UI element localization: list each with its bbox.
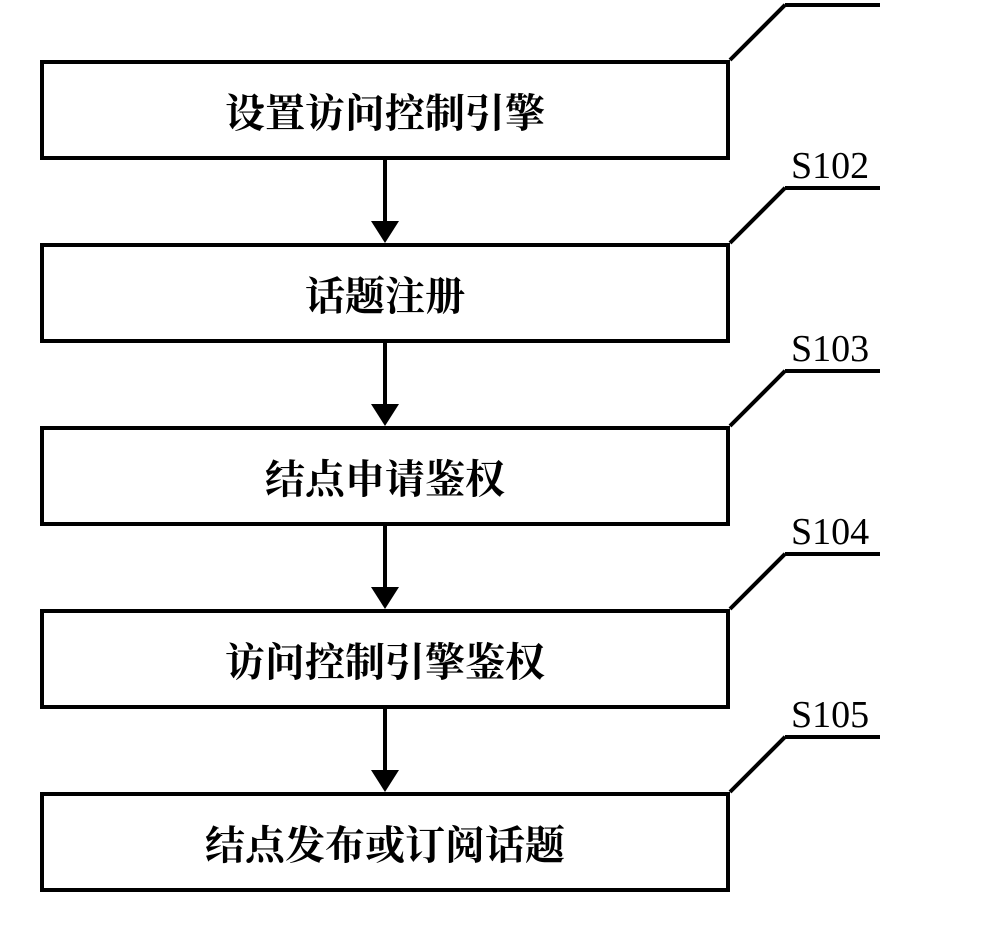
flow-node-text: 结点申请鉴权 bbox=[265, 448, 505, 505]
callout-label: S105 bbox=[791, 693, 869, 737]
callout-text: S101 bbox=[791, 0, 869, 4]
flow-arrow-line bbox=[383, 709, 387, 770]
callout-label: S102 bbox=[791, 144, 869, 188]
flow-arrow-line bbox=[383, 343, 387, 404]
callout-label: S101 bbox=[791, 0, 869, 5]
flow-node-text: 话题注册 bbox=[305, 265, 465, 322]
callout-diag bbox=[729, 370, 787, 428]
flow-node: 结点申请鉴权 bbox=[40, 426, 730, 526]
flow-node-text: 访问控制引擎鉴权 bbox=[225, 631, 545, 688]
callout-label: S103 bbox=[791, 327, 869, 371]
flow-arrow-line bbox=[383, 526, 387, 587]
callout-text: S103 bbox=[791, 328, 869, 370]
callout-diag bbox=[729, 187, 787, 245]
flow-arrow-head bbox=[371, 221, 399, 243]
flow-arrow-head bbox=[371, 587, 399, 609]
callout-diag bbox=[729, 736, 787, 794]
callout-text: S104 bbox=[791, 511, 869, 553]
flow-node: 话题注册 bbox=[40, 243, 730, 343]
callout-text: S105 bbox=[791, 694, 869, 736]
flow-node: 结点发布或订阅话题 bbox=[40, 792, 730, 892]
callout-diag bbox=[729, 553, 787, 611]
flow-node: 设置访问控制引擎 bbox=[40, 60, 730, 160]
callout-text: S102 bbox=[791, 145, 869, 187]
flow-arrow-head bbox=[371, 770, 399, 792]
flowchart-canvas: 设置访问控制引擎 话题注册 结点申请鉴权 访问控制引擎鉴权 结点发布或订阅话题 … bbox=[0, 0, 1000, 948]
flow-node-text: 设置访问控制引擎 bbox=[225, 82, 545, 139]
flow-node: 访问控制引擎鉴权 bbox=[40, 609, 730, 709]
flow-node-text: 结点发布或订阅话题 bbox=[205, 814, 565, 871]
flow-arrow-line bbox=[383, 160, 387, 221]
flow-arrow-head bbox=[371, 404, 399, 426]
callout-diag bbox=[729, 4, 787, 62]
callout-label: S104 bbox=[791, 510, 869, 554]
